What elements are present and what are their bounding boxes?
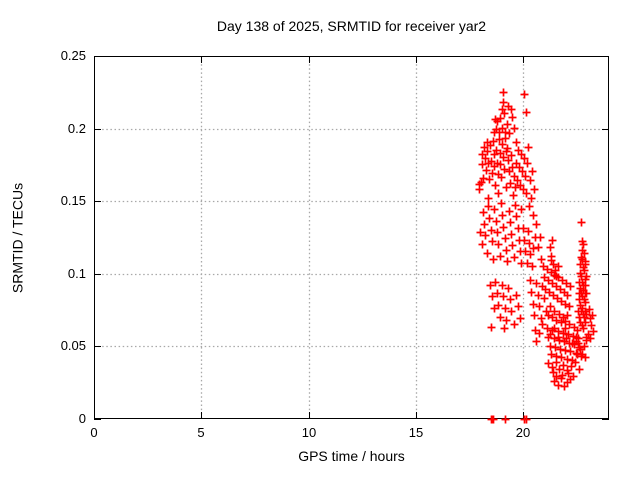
chart-title: Day 138 of 2025, SRMTID for receiver yar… [216,18,487,34]
x-tick-label: 5 [197,425,205,440]
y-tick-label: 0.2 [67,121,86,136]
y-tick-label: 0 [78,411,86,426]
x-tick-label: 10 [301,425,317,440]
y-tick-label: 0.1 [67,266,86,281]
grid-lines [94,56,609,419]
y-tick-label: 0.25 [60,48,86,63]
y-tick-label: 0.15 [60,193,86,208]
axis-ticks [94,56,609,420]
x-tick-label: 20 [515,425,531,440]
y-tick-label: 0.05 [60,338,86,353]
plot-border [94,56,609,419]
x-tick-label: 0 [90,425,98,440]
scatter-points [475,88,598,424]
x-axis-label: GPS time / hours [298,448,405,464]
x-tick-label: 15 [408,425,424,440]
